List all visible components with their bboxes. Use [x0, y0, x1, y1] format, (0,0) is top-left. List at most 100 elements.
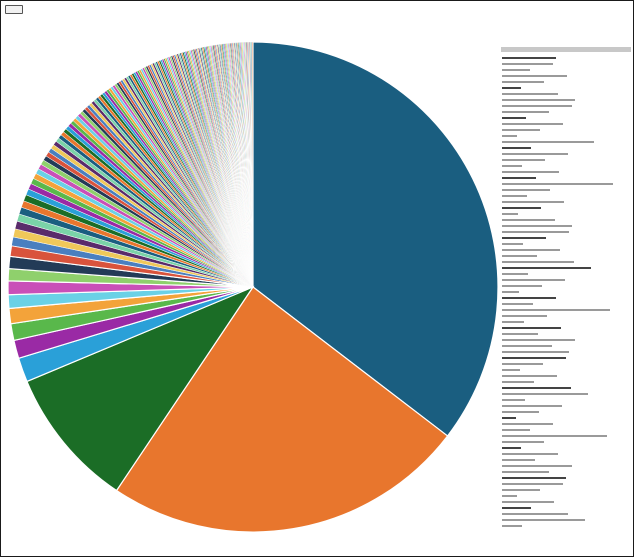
- legend-entry[interactable]: [502, 181, 613, 187]
- legend-entry[interactable]: [502, 343, 552, 349]
- legend-entry-text: [502, 291, 519, 294]
- legend-entry[interactable]: [502, 133, 517, 139]
- legend-entry-text: [502, 57, 556, 60]
- legend-entry-text: [502, 93, 558, 96]
- pie-slice[interactable]: [26, 285, 255, 492]
- legend-entry[interactable]: [502, 223, 572, 229]
- legend-entry[interactable]: [502, 511, 568, 517]
- legend-entry[interactable]: [502, 325, 561, 331]
- legend-entry[interactable]: [502, 175, 536, 181]
- legend-entry[interactable]: [502, 301, 533, 307]
- legend-entry[interactable]: [502, 421, 553, 427]
- legend-entry[interactable]: [502, 475, 566, 481]
- legend-entry[interactable]: [502, 253, 537, 259]
- legend-entry[interactable]: [502, 115, 526, 121]
- legend-entry[interactable]: [502, 217, 555, 223]
- legend-entry[interactable]: [502, 259, 574, 265]
- legend-entry[interactable]: [502, 265, 591, 271]
- legend-entry[interactable]: [502, 355, 566, 361]
- legend-entry[interactable]: [502, 79, 544, 85]
- window-corner-button[interactable]: [5, 5, 23, 14]
- legend-entry-text: [502, 261, 574, 264]
- legend-entry-text: [502, 195, 527, 198]
- legend-entry[interactable]: [502, 169, 559, 175]
- legend-entry[interactable]: [502, 283, 542, 289]
- legend-entry-text: [502, 69, 530, 72]
- legend-entry[interactable]: [502, 373, 557, 379]
- legend-entry-text: [502, 111, 549, 114]
- legend-entry[interactable]: [502, 103, 572, 109]
- legend-entry[interactable]: [502, 205, 541, 211]
- legend-entry[interactable]: [502, 439, 544, 445]
- legend-entry[interactable]: [502, 331, 538, 337]
- legend-entry[interactable]: [502, 193, 527, 199]
- legend-entry[interactable]: [502, 307, 610, 313]
- legend-entry[interactable]: [502, 517, 585, 523]
- legend-entry[interactable]: [502, 499, 554, 505]
- legend-entry[interactable]: [502, 163, 522, 169]
- legend-entry-text: [502, 399, 525, 402]
- legend-entry[interactable]: [502, 481, 563, 487]
- legend-entry[interactable]: [502, 235, 546, 241]
- legend-entry[interactable]: [502, 409, 539, 415]
- legend-entry[interactable]: [502, 127, 540, 133]
- legend-entry[interactable]: [502, 187, 550, 193]
- legend-entry[interactable]: [502, 67, 530, 73]
- legend-entry[interactable]: [502, 505, 531, 511]
- legend-entry[interactable]: [502, 241, 523, 247]
- legend-entry[interactable]: [502, 151, 568, 157]
- legend-entry[interactable]: [502, 493, 517, 499]
- legend-entry[interactable]: [502, 361, 543, 367]
- legend-entry[interactable]: [502, 469, 549, 475]
- legend-entry[interactable]: [502, 445, 521, 451]
- legend-entry[interactable]: [502, 145, 531, 151]
- legend-entry[interactable]: [502, 403, 562, 409]
- pie-slice[interactable]: [115, 286, 449, 533]
- legend-entry[interactable]: [502, 139, 594, 145]
- legend-entry[interactable]: [502, 229, 569, 235]
- legend-entry[interactable]: [502, 85, 521, 91]
- legend-entry[interactable]: [502, 433, 607, 439]
- legend-entry-text: [502, 381, 534, 384]
- legend-entry[interactable]: [502, 277, 565, 283]
- legend-entry[interactable]: [502, 271, 528, 277]
- legend-entry[interactable]: [502, 97, 575, 103]
- legend-entry[interactable]: [502, 61, 553, 67]
- legend-entry[interactable]: [502, 157, 545, 163]
- legend-entry[interactable]: [502, 451, 558, 457]
- legend-entry[interactable]: [502, 523, 522, 529]
- legend-entry-text: [502, 321, 524, 324]
- legend-entry[interactable]: [502, 457, 535, 463]
- legend-entry[interactable]: [502, 313, 547, 319]
- legend-entry[interactable]: [502, 367, 520, 373]
- legend-entry[interactable]: [502, 55, 556, 61]
- legend-entry[interactable]: [502, 199, 564, 205]
- legend-entry[interactable]: [502, 91, 558, 97]
- legend-entry[interactable]: [502, 211, 518, 217]
- legend-entry-text: [502, 411, 539, 414]
- legend-entry[interactable]: [502, 109, 549, 115]
- legend-entry[interactable]: [502, 487, 540, 493]
- legend-entry[interactable]: [502, 295, 556, 301]
- legend-entry[interactable]: [502, 247, 560, 253]
- legend-entry-text: [502, 519, 585, 522]
- legend-entry[interactable]: [502, 415, 516, 421]
- legend-entry-text: [502, 303, 533, 306]
- legend-entry[interactable]: [502, 121, 563, 127]
- pie-slice[interactable]: [252, 41, 499, 437]
- pie-slice[interactable]: [251, 41, 254, 288]
- legend-entry-text: [502, 393, 588, 396]
- legend-entry[interactable]: [502, 385, 571, 391]
- legend-entry[interactable]: [502, 427, 530, 433]
- legend-entry[interactable]: [502, 397, 525, 403]
- legend-entry[interactable]: [502, 349, 569, 355]
- legend-entry[interactable]: [502, 529, 559, 531]
- legend-entry[interactable]: [502, 289, 519, 295]
- legend-entry[interactable]: [502, 391, 588, 397]
- legend-entry[interactable]: [502, 463, 572, 469]
- legend-entry[interactable]: [502, 337, 575, 343]
- legend-entry[interactable]: [502, 379, 534, 385]
- legend-entry[interactable]: [502, 73, 567, 79]
- legend-entry[interactable]: [502, 319, 524, 325]
